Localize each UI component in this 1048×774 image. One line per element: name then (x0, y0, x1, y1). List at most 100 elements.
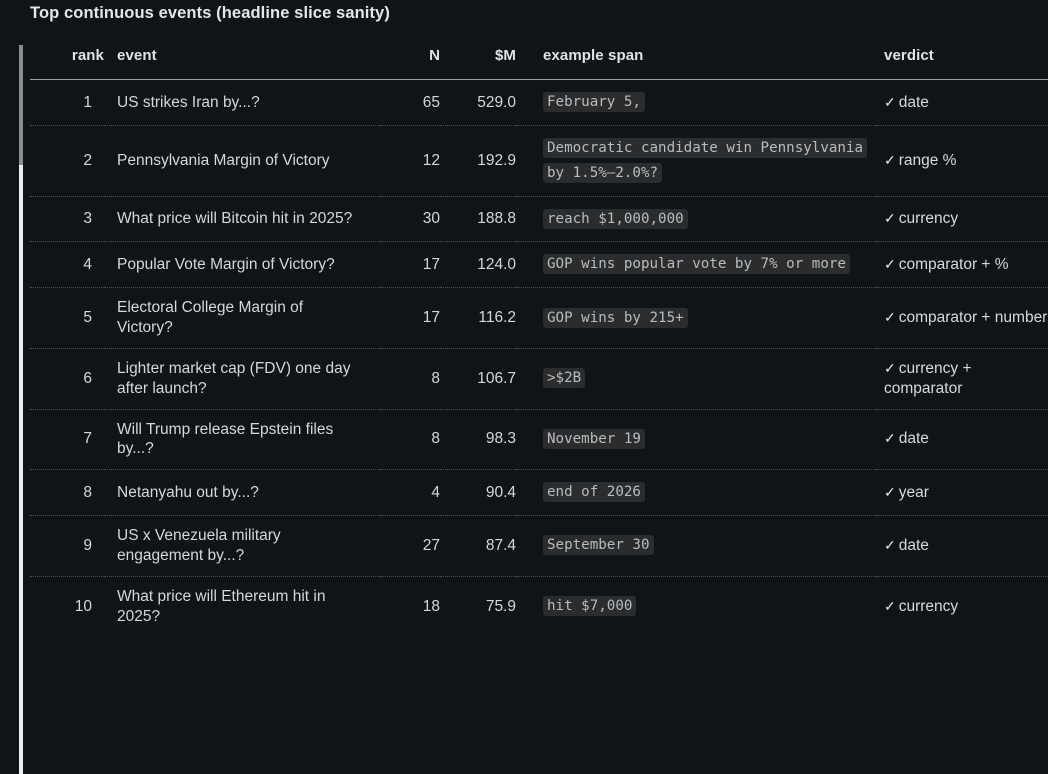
table-row[interactable]: 7 Will Trump release Epstein files by...?… (30, 409, 1048, 471)
cell-verdict: ✓ currency (876, 576, 1048, 636)
cell-money: 116.2 (440, 287, 516, 349)
cell-example-span: >$2B (516, 348, 876, 410)
column-header-verdict[interactable]: verdict (876, 47, 1048, 80)
vertical-scrollbar[interactable] (19, 45, 23, 774)
check-icon: ✓ (884, 597, 896, 614)
cell-rank: 6 (30, 348, 104, 410)
table-row[interactable]: 2 Pennsylvania Margin of Victory 12 192.9 De… (30, 125, 1048, 197)
cell-money: 90.4 (440, 469, 516, 517)
cell-money: 192.9 (440, 125, 516, 197)
cell-verdict: ✓ date (876, 409, 1048, 471)
check-icon: ✓ (884, 309, 896, 326)
check-icon: ✓ (884, 483, 896, 500)
check-icon: ✓ (884, 430, 896, 447)
table-row[interactable]: 10 What price will Ethereum hit in 2025? 1… (30, 576, 1048, 636)
check-icon: ✓ (884, 93, 896, 110)
cell-example-span: GOP wins popular vote by 7% or more (516, 241, 876, 289)
table-row[interactable]: 3 What price will Bitcoin hit in 2025? 30 1… (30, 196, 1048, 243)
verdict-label: comparator + number (898, 309, 1048, 327)
cell-event: Pennsylvania Margin of Victory (104, 125, 380, 197)
table-body: 1 US strikes Iran by...? 65 529.0 February 5… (30, 79, 1048, 637)
cell-rank: 7 (30, 409, 104, 471)
table-row[interactable]: 5 Electoral College Margin of Victory? 17 1… (30, 287, 1048, 349)
check-icon: ✓ (884, 255, 896, 272)
cell-money: 188.8 (440, 196, 516, 243)
top-continuous-events-table: rank event N $M example span verdict 1 US… (30, 47, 1048, 636)
table-row[interactable]: 8 Netanyahu out by...? 4 90.4 end of 2026 ✓ ye… (30, 469, 1048, 517)
cell-money: 87.4 (440, 515, 516, 577)
cell-n: 8 (380, 348, 440, 410)
example-span-code: September 30 (543, 535, 654, 556)
verdict-label: currency (898, 210, 959, 228)
example-span-code: reach $1,000,000 (543, 208, 688, 229)
check-icon: ✓ (884, 536, 896, 553)
cell-example-span: November 19 (516, 409, 876, 471)
cell-verdict: ✓ date (876, 79, 1048, 126)
table-header-row: rank event N $M example span verdict (30, 47, 1048, 80)
column-header-event[interactable]: event (104, 47, 380, 80)
cell-example-span: February 5, (516, 79, 876, 126)
cell-rank: 8 (30, 469, 104, 517)
table-row[interactable]: 1 US strikes Iran by...? 65 529.0 February 5… (30, 79, 1048, 126)
table-row[interactable]: 4 Popular Vote Margin of Victory? 17 124.0 G… (30, 241, 1048, 289)
cell-event: Popular Vote Margin of Victory? (104, 241, 380, 289)
cell-rank: 5 (30, 287, 104, 349)
cell-example-span: GOP wins by 215+ (516, 287, 876, 349)
cell-rank: 9 (30, 515, 104, 577)
table-row[interactable]: 6 Lighter market cap (FDV) one day after … (30, 348, 1048, 410)
cell-money: 106.7 (440, 348, 516, 410)
example-span-code: November 19 (543, 428, 645, 449)
cell-event: Netanyahu out by...? (104, 469, 380, 517)
cell-verdict: ✓ date (876, 515, 1048, 577)
cell-event: US x Venezuela military engagement by...… (104, 515, 380, 577)
cell-verdict: ✓ range % (876, 125, 1048, 197)
cell-n: 18 (422, 597, 440, 615)
events-table-container: rank event N $M example span verdict 1 US… (30, 47, 1048, 774)
column-header-span[interactable]: example span (516, 47, 876, 80)
cell-money: 75.9 (485, 597, 516, 615)
cell-verdict: ✓ currency + comparator (876, 348, 1048, 410)
scrollbar-thumb[interactable] (19, 45, 23, 165)
cell-example-span: reach $1,000,000 (516, 196, 876, 243)
cell-rank: 10 (74, 597, 92, 615)
verdict-label: year (898, 483, 929, 501)
verdict-label: date (898, 430, 929, 448)
cell-rank: 4 (30, 241, 104, 289)
cell-rank: 1 (30, 79, 104, 126)
example-span-code: hit $7,000 (543, 596, 637, 617)
cell-n: 30 (380, 196, 440, 243)
cell-event: What price will Ethereum hit in 2025? (117, 587, 326, 625)
cell-verdict: ✓ year (876, 469, 1048, 517)
example-span-code: >$2B (543, 368, 586, 389)
column-header-money[interactable]: $M (440, 47, 516, 80)
verdict-label: currency (898, 597, 959, 615)
verdict-label: range % (898, 151, 957, 169)
cell-verdict: ✓ currency (876, 196, 1048, 243)
column-header-rank[interactable]: rank (30, 47, 104, 80)
cell-n: 65 (380, 79, 440, 126)
cell-example-span: hit $7,000 (516, 576, 876, 636)
cell-event: US strikes Iran by...? (104, 79, 380, 126)
cell-event: Electoral College Margin of Victory? (104, 287, 380, 349)
verdict-label: comparator + % (898, 255, 1009, 273)
cell-rank: 2 (30, 125, 104, 197)
column-header-n[interactable]: N (380, 47, 440, 80)
cell-rank: 3 (30, 196, 104, 243)
verdict-label: date (898, 93, 929, 111)
cell-example-span: September 30 (516, 515, 876, 577)
example-span-code: end of 2026 (543, 482, 645, 503)
cell-n: 17 (380, 287, 440, 349)
cell-money: 124.0 (440, 241, 516, 289)
cell-n: 27 (380, 515, 440, 577)
table-row[interactable]: 9 US x Venezuela military engagement by..… (30, 515, 1048, 577)
verdict-label: currency + comparator (884, 359, 972, 397)
check-icon: ✓ (884, 359, 896, 376)
cell-event: What price will Bitcoin hit in 2025? (104, 196, 380, 243)
cell-example-span: Democratic candidate win Pennsylvania by… (516, 125, 876, 197)
cell-n: 8 (380, 409, 440, 471)
cell-n: 17 (380, 241, 440, 289)
check-icon: ✓ (884, 210, 896, 227)
cell-n: 12 (380, 125, 440, 197)
cell-n: 4 (380, 469, 440, 517)
cell-verdict: ✓ comparator + number (876, 287, 1048, 349)
